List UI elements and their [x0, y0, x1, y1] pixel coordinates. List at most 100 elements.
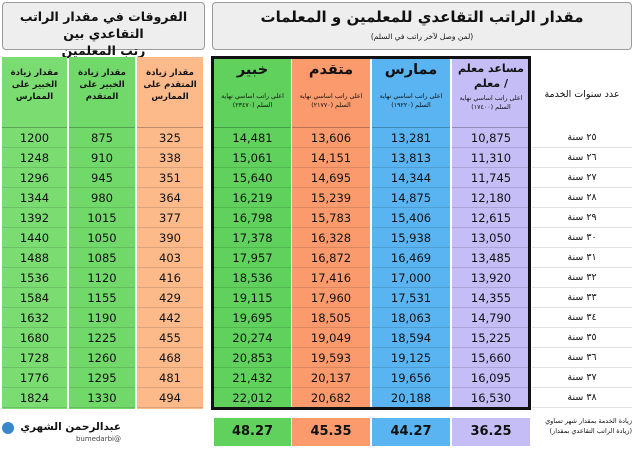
expert-column: خبير اعلى راتب اساسي نهاية السلم (٢٣٤٧٠)… — [214, 57, 291, 409]
twitter-icon — [2, 422, 14, 434]
diff-adv-prac-header: مقدار زيادة المتقدم على الممارس — [137, 57, 203, 128]
diff-adv-prac-cell: 364 — [137, 188, 203, 208]
assistant-cell: 15,660 — [452, 348, 530, 368]
diff-adv-prac-cell: 351 — [137, 168, 203, 188]
total-practitioner: 44.27 — [372, 418, 450, 446]
diff-exp-adv-cell: 1050 — [69, 228, 135, 248]
advanced-column: متقدم اعلى راتب اساسي نهاية السلم (٢١٧٧٠… — [292, 57, 370, 409]
diff-exp-prac-cell: 1440 — [2, 228, 67, 248]
main-subtitle: (لمن وصل لآخر راتب في السلم) — [370, 32, 474, 41]
advanced-cell: 17,416 — [292, 268, 370, 288]
diff-exp-adv-cell: 875 — [69, 128, 135, 148]
diff-title-box: الفروقات في مقدار الراتب التقاعدي بين رت… — [2, 2, 205, 58]
diff-exp-adv-label: مقدار زيادة الخبير على المتقدم — [78, 68, 126, 102]
years-column: عدد سنوات الخدمة ٢٥ سنة ٢٦ سنة ٢٧ سنة ٢٨ سن… — [532, 57, 632, 409]
advanced-cell: 19,049 — [292, 328, 370, 348]
practitioner-subtitle: اعلى راتب اساسي نهاية السلم (١٩٢٢٠) — [379, 93, 443, 109]
diff-adv-prac-cell: 390 — [137, 228, 203, 248]
diff-exp-adv-cell: 1260 — [69, 348, 135, 368]
total-assistant: 36.25 — [452, 418, 530, 446]
assistant-cell: 13,050 — [452, 228, 530, 248]
diff-exp-prac-cell: 1488 — [2, 248, 67, 268]
advanced-cell: 20,137 — [292, 368, 370, 388]
expert-header: خبير اعلى راتب اساسي نهاية السلم (٢٣٤٧٠) — [214, 57, 291, 128]
practitioner-cell: 18,594 — [372, 328, 450, 348]
practitioner-cell: 15,406 — [372, 208, 450, 228]
assistant-title: مساعد معلم / معلم — [458, 62, 524, 90]
year-cell: ٢٦ سنة — [532, 148, 632, 168]
year-cell: ٣٨ سنة — [532, 388, 632, 408]
year-cell: ٣١ سنة — [532, 248, 632, 268]
diff-adv-prac-cell: 468 — [137, 348, 203, 368]
year-cell: ٢٧ سنة — [532, 168, 632, 188]
diff-adv-prac-cell: 442 — [137, 308, 203, 328]
expert-cell: 17,957 — [214, 248, 291, 268]
diff-exp-adv-cell: 1295 — [69, 368, 135, 388]
diff-exp-prac-cell: 1728 — [2, 348, 67, 368]
diff-exp-adv-cell: 945 — [69, 168, 135, 188]
diff-exp-prac-column: مقدار زيادة الخبير على الممارس 1200 1248 1… — [2, 57, 67, 409]
diff-adv-prac-cell: 455 — [137, 328, 203, 348]
practitioner-column: ممارس اعلى راتب اساسي نهاية السلم (١٩٢٢٠… — [372, 57, 450, 409]
diff-exp-prac-cell: 1200 — [2, 128, 67, 148]
years-header-label: عدد سنوات الخدمة — [544, 89, 620, 100]
diff-exp-prac-cell: 1584 — [2, 288, 67, 308]
expert-subtitle: اعلى راتب اساسي نهاية السلم (٢٣٤٧٠) — [221, 93, 284, 109]
diff-exp-adv-cell: 1120 — [69, 268, 135, 288]
diff-title-line2: رتب المعلمين — [61, 43, 146, 58]
diff-exp-adv-cell: 1190 — [69, 308, 135, 328]
diff-title-line1: الفروقات في مقدار الراتب التقاعدي بين — [19, 9, 188, 41]
assistant-cell: 13,485 — [452, 248, 530, 268]
diff-exp-adv-cell: 1330 — [69, 388, 135, 408]
diff-adv-prac-cell: 403 — [137, 248, 203, 268]
expert-cell: 21,432 — [214, 368, 291, 388]
expert-cell: 15,061 — [214, 148, 291, 168]
assistant-cell: 11,745 — [452, 168, 530, 188]
assistant-cell: 12,180 — [452, 188, 530, 208]
diff-adv-prac-cell: 481 — [137, 368, 203, 388]
advanced-cell: 16,328 — [292, 228, 370, 248]
advanced-cell: 19,593 — [292, 348, 370, 368]
year-cell: ٣٠ سنة — [532, 228, 632, 248]
diff-exp-adv-cell: 1015 — [69, 208, 135, 228]
advanced-cell: 14,151 — [292, 148, 370, 168]
diff-exp-prac-cell: 1392 — [2, 208, 67, 228]
assistant-header: مساعد معلم / معلم اعلى راتب اساسي نهاية … — [452, 57, 530, 128]
diff-adv-prac-cell: 429 — [137, 288, 203, 308]
assistant-cell: 10,875 — [452, 128, 530, 148]
diff-exp-prac-cell: 1632 — [2, 308, 67, 328]
assistant-cell: 14,355 — [452, 288, 530, 308]
author-credit: عبدالرحمن الشهري @bumedarbi — [3, 420, 121, 444]
expert-cell: 20,274 — [214, 328, 291, 348]
main-title: مقدار الراتب التقاعدي للمعلمين و المعلما… — [260, 8, 584, 26]
total-advanced: 45.35 — [292, 418, 370, 446]
expert-cell: 16,798 — [214, 208, 291, 228]
totals-note: زيادة الخدمة بمقدار شهر تساوي (زيادة الر… — [545, 417, 632, 435]
practitioner-cell: 14,875 — [372, 188, 450, 208]
practitioner-header: ممارس اعلى راتب اساسي نهاية السلم (١٩٢٢٠… — [372, 57, 450, 128]
diff-adv-prac-label: مقدار زيادة المتقدم على الممارس — [143, 68, 197, 102]
total-expert: 48.27 — [214, 418, 291, 446]
diff-exp-adv-header: مقدار زيادة الخبير على المتقدم — [69, 57, 135, 128]
diff-exp-prac-cell: 1680 — [2, 328, 67, 348]
diff-exp-prac-label: مقدار زيادة الخبير على الممارس — [10, 68, 59, 102]
practitioner-cell: 19,656 — [372, 368, 450, 388]
diff-exp-adv-column: مقدار زيادة الخبير على المتقدم 875 910 945… — [69, 57, 135, 409]
diff-exp-adv-cell: 1225 — [69, 328, 135, 348]
advanced-cell: 18,505 — [292, 308, 370, 328]
advanced-cell: 15,239 — [292, 188, 370, 208]
assistant-cell: 13,920 — [452, 268, 530, 288]
advanced-cell: 16,872 — [292, 248, 370, 268]
diff-exp-prac-header: مقدار زيادة الخبير على الممارس — [2, 57, 67, 128]
assistant-cell: 16,095 — [452, 368, 530, 388]
expert-cell: 15,640 — [214, 168, 291, 188]
practitioner-cell: 14,344 — [372, 168, 450, 188]
assistant-cell: 15,225 — [452, 328, 530, 348]
expert-cell: 16,219 — [214, 188, 291, 208]
practitioner-cell: 16,469 — [372, 248, 450, 268]
year-cell: ٣٢ سنة — [532, 268, 632, 288]
advanced-title: متقدم — [308, 62, 354, 78]
diff-exp-adv-cell: 1085 — [69, 248, 135, 268]
practitioner-cell: 13,281 — [372, 128, 450, 148]
year-cell: ٣٣ سنة — [532, 288, 632, 308]
